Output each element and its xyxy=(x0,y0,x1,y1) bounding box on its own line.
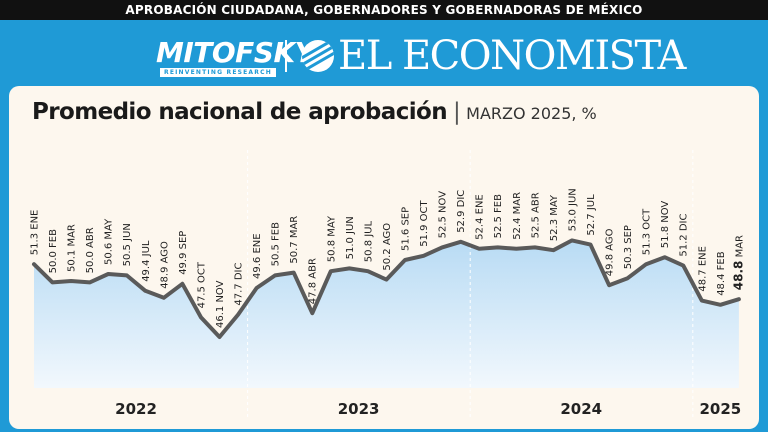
data-label: 52.4 ENE xyxy=(475,194,486,240)
year-label: 2025 xyxy=(699,400,741,418)
data-label: 51.9 OCT xyxy=(419,200,430,247)
year-label: 2022 xyxy=(115,400,157,418)
data-label: 47.7 DIC xyxy=(234,263,245,306)
chart-subtitle: MARZO 2025, % xyxy=(466,104,597,123)
data-label: 51.2 DIC xyxy=(679,214,690,257)
data-label: 50.7 MAR xyxy=(289,216,300,264)
data-label: 52.3 MAY xyxy=(549,194,560,241)
data-label: 50.1 MAR xyxy=(67,224,78,272)
data-label: 47.5 OCT xyxy=(196,261,207,308)
data-label: 48.4 FEB xyxy=(716,251,727,296)
data-label: 52.5 NOV xyxy=(438,191,449,239)
data-label: 48.9 AGO xyxy=(159,241,170,289)
year-label: 2023 xyxy=(338,400,380,418)
data-label: 49.8 AGO xyxy=(605,228,616,276)
data-label: 50.5 JUN xyxy=(122,223,133,266)
data-label: 46.1 NOV xyxy=(215,280,226,328)
data-label: 50.8 MAY xyxy=(326,215,337,262)
data-label: 50.8 JUL xyxy=(363,220,374,262)
data-label: 50.3 SEP xyxy=(623,225,634,269)
data-label: 49.6 ENE xyxy=(252,233,263,279)
data-label: 52.7 JUL xyxy=(586,194,597,236)
mitofsky-tagline: REINVENTING RESEARCH xyxy=(160,68,276,77)
data-label: 50.0 FEB xyxy=(48,229,59,274)
brand-header: MITOFSKY REINVENTING RESEARCH EL ECONOMI… xyxy=(0,34,768,80)
chart-title: Promedio nacional de aprobación xyxy=(32,99,448,125)
el-economista-logo-icon xyxy=(302,40,334,72)
data-label: 49.9 SEP xyxy=(178,231,189,275)
data-label: 51.3 ENE xyxy=(30,210,41,256)
el-economista-logo: EL ECONOMISTA xyxy=(338,33,686,79)
banner: APROBACIÓN CIUDADANA, GOBERNADORES Y GOB… xyxy=(0,0,768,20)
data-label: 49.4 JUL xyxy=(141,240,152,282)
approval-line xyxy=(32,238,741,339)
data-label: 52.5 FEB xyxy=(493,194,504,239)
chart-title-block: Promedio nacional de aprobación | MARZO 20… xyxy=(32,98,597,128)
data-label: 50.5 FEB xyxy=(271,222,282,267)
data-label: 51.8 NOV xyxy=(660,201,671,249)
data-label: 47.8 ABR xyxy=(308,258,319,304)
data-label: 48.7 ENE xyxy=(697,246,708,292)
brand-divider xyxy=(285,40,287,72)
approval-area xyxy=(34,240,739,388)
title-separator: | xyxy=(453,99,461,125)
data-label: 52.4 MAR xyxy=(512,192,523,240)
data-label: 48.8 MAR xyxy=(731,235,745,290)
data-label: 52.9 DIC xyxy=(456,190,467,233)
data-label: 51.3 OCT xyxy=(642,208,653,255)
data-label: 50.6 MAY xyxy=(104,218,115,265)
mitofsky-logo: MITOFSKY xyxy=(156,36,315,69)
data-label: 50.0 ABR xyxy=(85,227,96,273)
data-label: 52.5 ABR xyxy=(530,192,541,238)
data-label: 53.0 JUN xyxy=(567,188,578,231)
data-label: 51.0 JUN xyxy=(345,216,356,259)
data-label: 51.6 SEP xyxy=(401,207,412,251)
year-label: 2024 xyxy=(560,400,602,418)
data-label: 50.2 AGO xyxy=(382,223,393,271)
